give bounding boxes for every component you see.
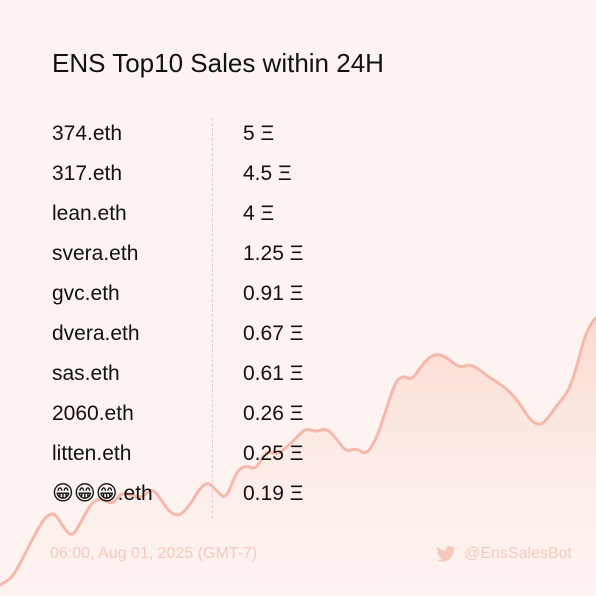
twitter-icon xyxy=(436,546,456,562)
sale-row[interactable]: lean.eth 4 Ξ xyxy=(0,194,596,234)
sale-row[interactable]: 😁😁😁.eth 0.19 Ξ xyxy=(0,474,596,514)
domain-name[interactable]: svera.eth xyxy=(52,242,139,265)
sale-row[interactable]: gvc.eth 0.91 Ξ xyxy=(0,274,596,314)
domain-name[interactable]: sas.eth xyxy=(52,362,120,385)
domain-name[interactable]: gvc.eth xyxy=(52,282,120,305)
domain-name[interactable]: 374.eth xyxy=(52,122,123,145)
sale-price: 0.61 Ξ xyxy=(243,362,304,385)
sale-price: 0.26 Ξ xyxy=(243,402,304,425)
page-title: ENS Top10 Sales within 24H xyxy=(52,48,384,78)
domain-name[interactable]: 2060.eth xyxy=(52,402,134,425)
trend-line xyxy=(0,316,596,587)
sale-row[interactable]: 317.eth 4.5 Ξ xyxy=(0,154,596,194)
trend-area xyxy=(0,318,596,596)
sale-price: 0.67 Ξ xyxy=(243,322,304,345)
sale-row[interactable]: 374.eth 5 Ξ xyxy=(0,114,596,154)
domain-name[interactable]: 317.eth xyxy=(52,162,123,185)
sale-price: 0.91 Ξ xyxy=(243,282,304,305)
sale-row[interactable]: svera.eth 1.25 Ξ xyxy=(0,234,596,274)
sale-row[interactable]: sas.eth 0.61 Ξ xyxy=(0,354,596,394)
domain-name[interactable]: litten.eth xyxy=(52,442,132,465)
sale-row[interactable]: 2060.eth 0.26 Ξ xyxy=(0,394,596,434)
sale-price: 5 Ξ xyxy=(243,122,275,145)
sale-price: 4 Ξ xyxy=(243,202,275,225)
sale-price: 0.19 Ξ xyxy=(243,482,304,505)
sale-price: 1.25 Ξ xyxy=(243,242,304,265)
sales-list: 374.eth 5 Ξ 317.eth 4.5 Ξ lean.eth 4 Ξ s… xyxy=(0,114,596,514)
sale-price: 0.25 Ξ xyxy=(243,442,304,465)
domain-name[interactable]: 😁😁😁.eth xyxy=(52,482,153,505)
column-divider xyxy=(212,118,213,518)
domain-name[interactable]: lean.eth xyxy=(52,202,127,225)
sale-row[interactable]: litten.eth 0.25 Ξ xyxy=(0,434,596,474)
bot-handle: @EnsSalesBot xyxy=(464,545,572,562)
sale-row[interactable]: dvera.eth 0.67 Ξ xyxy=(0,314,596,354)
bot-handle-link[interactable]: @EnsSalesBot xyxy=(436,545,572,563)
sale-price: 4.5 Ξ xyxy=(243,162,292,185)
timestamp: 06:00, Aug 01, 2025 (GMT-7) xyxy=(50,545,258,562)
domain-name[interactable]: dvera.eth xyxy=(52,322,140,345)
